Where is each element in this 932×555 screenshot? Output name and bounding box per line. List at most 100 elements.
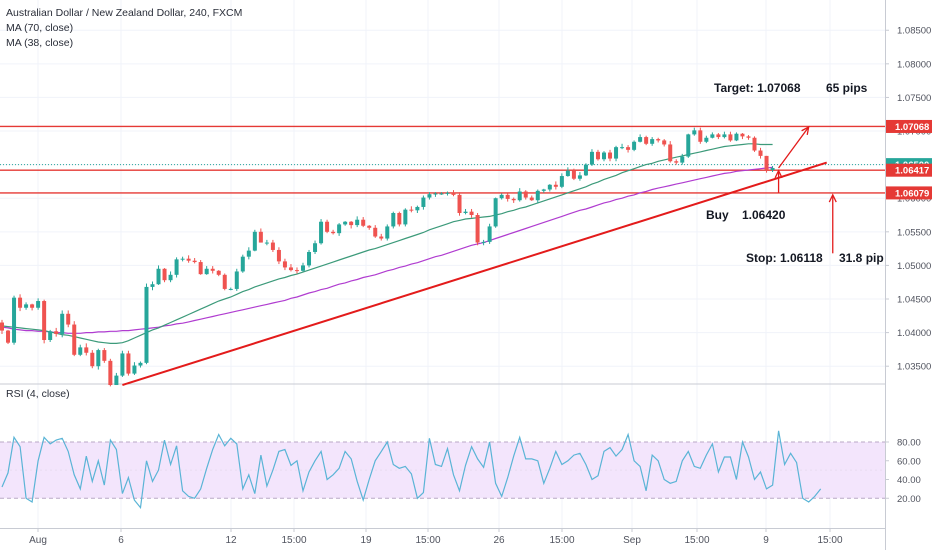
candle-body: [722, 134, 727, 138]
candle-body: [650, 139, 655, 144]
candle-body: [72, 324, 77, 355]
stop-pips-label: 31.8 pip: [839, 251, 884, 265]
time-tick-label: 19: [360, 535, 372, 546]
candle-body: [638, 137, 643, 142]
candle-body: [397, 213, 402, 225]
grid-lines: [0, 0, 885, 528]
candle-body: [361, 219, 366, 226]
candle-body: [126, 353, 131, 374]
candle-body: [553, 184, 558, 187]
candle-body: [337, 224, 342, 234]
candle-body: [595, 151, 600, 160]
candle-body: [114, 375, 119, 386]
candle-body: [409, 209, 414, 211]
candle-body: [752, 137, 757, 151]
candle-body: [90, 352, 95, 367]
target-arrow-shaft: [778, 126, 810, 169]
candle-body: [463, 211, 468, 214]
candle-body: [602, 152, 606, 160]
time-tick-label: 9: [763, 535, 769, 546]
price-tick-label: 1.07500: [897, 93, 931, 104]
candle-body: [620, 147, 625, 149]
ma38-line: [1, 143, 773, 344]
target-label: Target: 1.07068: [714, 81, 801, 95]
candle-body: [710, 134, 715, 138]
candle-body: [457, 194, 462, 214]
candle-body: [234, 271, 239, 289]
candle-body: [36, 301, 41, 308]
ma70-legend: MA (70, close): [6, 22, 74, 34]
price-tick-label: 1.08000: [897, 59, 931, 70]
target-arrow: [778, 125, 810, 169]
price-label-box-3: [886, 186, 932, 200]
rsi-tick-label: 80.00: [897, 438, 921, 449]
candle-body: [511, 198, 516, 201]
candle-body: [608, 152, 613, 159]
candle-body: [325, 221, 330, 232]
candle-body: [421, 197, 426, 207]
candle-body: [264, 242, 269, 244]
time-tick-label: 15:00: [684, 535, 709, 546]
candle-body: [698, 130, 703, 142]
candle-body: [644, 137, 649, 144]
price-tick-label: 1.08500: [897, 26, 931, 37]
candle-body: [174, 259, 179, 275]
candle-body: [529, 197, 534, 201]
candle-body: [379, 236, 384, 239]
candle-body: [138, 362, 143, 366]
candle-body: [150, 284, 155, 287]
stop-arrow: [828, 193, 837, 254]
candle-body: [433, 193, 438, 195]
candle-body: [12, 297, 17, 343]
candle-body: [204, 268, 209, 275]
candle-body: [367, 225, 372, 228]
time-tick-label: 15:00: [817, 535, 842, 546]
candle-body: [24, 304, 29, 308]
candle-body: [307, 251, 312, 266]
candle-body: [626, 147, 631, 150]
time-tick-label: Aug: [29, 535, 47, 546]
target-arrow-head: [801, 125, 810, 135]
price-tick-label: 1.04000: [897, 328, 931, 339]
price-label-box-0: [886, 119, 932, 133]
price-tick-label: 1.05000: [897, 261, 931, 272]
candle-body: [728, 134, 733, 141]
candle-body: [6, 330, 11, 343]
candle-body: [547, 184, 552, 190]
candle-body: [0, 322, 4, 331]
candle-body: [415, 206, 420, 211]
candle-body: [108, 360, 113, 386]
candle-body: [770, 167, 775, 170]
candle-body: [186, 258, 191, 261]
candle-body: [162, 268, 167, 281]
candle-body: [614, 147, 619, 159]
candle-body: [589, 151, 594, 165]
candle-body: [288, 267, 293, 271]
candle-body: [565, 170, 570, 177]
candle-body: [313, 243, 318, 252]
candle-body: [686, 134, 691, 157]
candle-body: [343, 221, 348, 225]
time-tick-label: 6: [118, 535, 124, 546]
candle-body: [198, 262, 203, 275]
candle-body: [258, 231, 263, 243]
candle-body: [499, 194, 504, 199]
candle-body: [487, 226, 492, 242]
candle-body: [54, 331, 59, 334]
candle-body: [216, 270, 221, 275]
candle-body: [668, 144, 673, 162]
candle-body: [692, 130, 697, 135]
time-tick-label: 15:00: [281, 535, 306, 546]
price-label-text-3: 1.06079: [895, 188, 929, 199]
candle-body: [84, 347, 89, 353]
candles: [0, 127, 775, 387]
candle-body: [475, 215, 480, 243]
trendline: [122, 161, 828, 386]
candle-body: [48, 331, 53, 340]
candle-body: [662, 140, 667, 145]
stop-label: Stop: 1.06118: [746, 251, 823, 265]
candle-body: [439, 193, 444, 195]
candle-body: [385, 226, 390, 239]
candle-body: [523, 191, 528, 198]
